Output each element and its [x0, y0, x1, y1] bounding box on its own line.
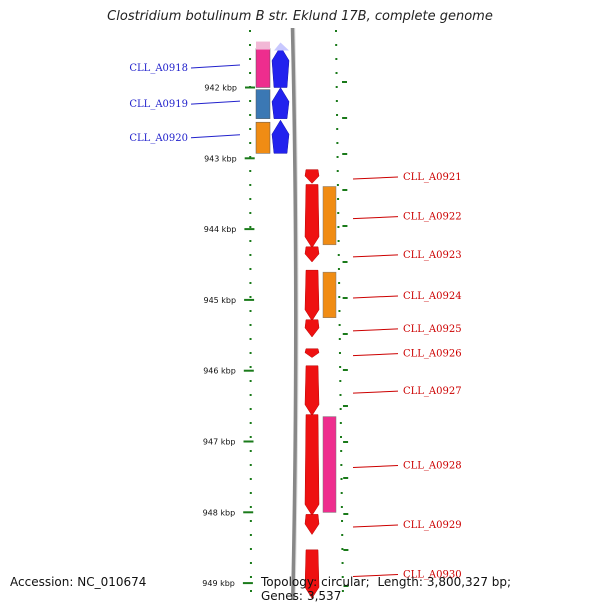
ruler-tick-label: 945 kbp — [203, 296, 236, 305]
accession-value: NC_010674 — [77, 575, 147, 589]
cog-block-highlight — [256, 41, 270, 50]
genes-value: 3,537 — [306, 589, 342, 603]
gene-label: CLL_A0924 — [403, 291, 462, 302]
gene-label: CLL_A0929 — [403, 520, 462, 531]
gene-arrow — [304, 549, 320, 599]
gene-label-leader — [352, 524, 399, 528]
accession-info: Accession: NC_010674 — [10, 575, 146, 589]
cog-block — [255, 121, 271, 154]
gene-label: CLL_A0918 — [129, 63, 188, 74]
gene-features — [255, 41, 337, 599]
ruler-tick-label: 942 kbp — [204, 84, 237, 93]
ruler-tick-label: 944 kbp — [204, 225, 237, 234]
gene-label-leader — [352, 176, 399, 180]
gene-label: CLL_A0923 — [403, 250, 462, 261]
gene-arrow — [304, 169, 320, 184]
gene-arrow — [304, 514, 320, 535]
genes-label: Genes: — [261, 589, 303, 603]
gene-label-leader — [352, 254, 399, 258]
gene-label: CLL_A0926 — [403, 349, 462, 360]
topology-value: circular; — [321, 575, 370, 589]
gene-arrow — [271, 119, 290, 154]
gene-arrow — [304, 348, 320, 358]
gene-arrow — [304, 184, 320, 249]
gene-arrow — [304, 319, 320, 338]
genome-stats: Topology: circular; Length: 3,800,327 bp; … — [261, 575, 600, 603]
gene-label-leader — [190, 134, 241, 139]
gene-label: CLL_A0930 — [403, 570, 462, 581]
gene-arrow — [304, 269, 320, 322]
gene-label: CLL_A0921 — [403, 172, 462, 183]
gene-label: CLL_A0928 — [403, 461, 462, 472]
gene-arrow-highlight — [274, 42, 289, 51]
genome-title: Clostridium botulinum B str. Eklund 17B,… — [107, 9, 493, 24]
ruler: 942 kbp 943 kbp 944 kbp 945 kbp 946 kbp 947 k… — [202, 84, 255, 588]
gene-label: CLL_A0927 — [403, 386, 462, 397]
length-label: Length: — [377, 575, 423, 589]
cog-block — [322, 271, 337, 318]
gene-label-leader — [352, 216, 399, 220]
gene-label-leader — [352, 390, 399, 394]
accession-label: Accession: — [10, 575, 74, 589]
gene-label-leader — [352, 465, 399, 469]
gene-label: CLL_A0920 — [129, 133, 188, 144]
gene-label-leader — [352, 328, 399, 332]
gene-label-leader — [352, 574, 399, 578]
gene-label-leader — [190, 64, 241, 69]
ruler-tick-label: 943 kbp — [204, 154, 237, 163]
cog-block — [322, 186, 337, 246]
gene-label-leader — [352, 295, 399, 299]
gene-label: CLL_A0922 — [403, 212, 462, 223]
cog-block — [255, 48, 271, 88]
cog-block — [255, 89, 271, 119]
gene-label-leader — [190, 100, 241, 105]
backbone-line — [290, 27, 298, 600]
backbone-layer — [290, 27, 299, 600]
backbone-highlight — [294, 27, 299, 600]
ruler-tick-label: 948 kbp — [203, 508, 236, 517]
length-value: 3,800,327 bp; — [426, 575, 512, 589]
gene-arrow — [271, 46, 290, 88]
gene-arrow — [304, 246, 320, 263]
gene-labels: CLL_A0918 CLL_A0919 CLL_A0920 CLL_A0921 CLL_… — [129, 63, 461, 581]
gene-label: CLL_A0919 — [129, 99, 188, 110]
gene-label: CLL_A0925 — [403, 324, 462, 335]
gene-arrow — [304, 414, 320, 516]
ruler-tick-label: 946 kbp — [203, 367, 236, 376]
cog-block — [322, 416, 337, 513]
ruler-tick-label: 949 kbp — [202, 579, 235, 588]
gene-arrow — [271, 87, 290, 119]
ruler-tick-label: 947 kbp — [203, 438, 236, 447]
gene-arrow — [304, 365, 320, 417]
gene-label-leader — [352, 353, 399, 357]
topology-label: Topology: — [261, 575, 318, 589]
